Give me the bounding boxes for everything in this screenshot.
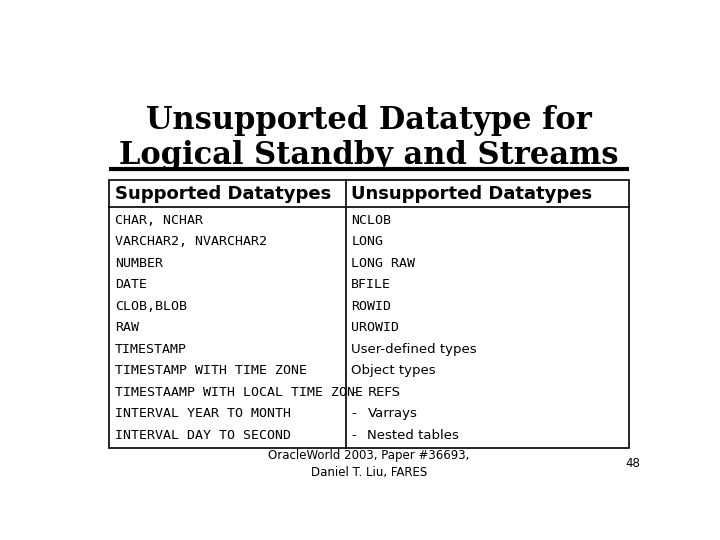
Text: ROWID: ROWID	[351, 300, 391, 313]
Text: TIMESTAMP WITH TIME ZONE: TIMESTAMP WITH TIME ZONE	[114, 364, 307, 377]
Text: Object types: Object types	[351, 364, 436, 377]
Text: INTERVAL YEAR TO MONTH: INTERVAL YEAR TO MONTH	[114, 407, 291, 420]
Text: DATE: DATE	[114, 278, 147, 291]
Text: Unsupported Datatype for
Logical Standby and Streams: Unsupported Datatype for Logical Standby…	[120, 105, 618, 171]
Text: TIMESTAMP: TIMESTAMP	[114, 343, 186, 356]
Text: Nested tables: Nested tables	[367, 429, 459, 442]
Text: LONG RAW: LONG RAW	[351, 257, 415, 270]
Text: LONG: LONG	[351, 235, 383, 248]
Text: VARCHAR2, NVARCHAR2: VARCHAR2, NVARCHAR2	[114, 235, 267, 248]
Text: OracleWorld 2003, Paper #36693,
Daniel T. Liu, FARES: OracleWorld 2003, Paper #36693, Daniel T…	[269, 449, 469, 478]
Text: User-defined types: User-defined types	[351, 343, 477, 356]
Bar	[109, 180, 629, 448]
Text: REFS: REFS	[367, 386, 400, 399]
Text: INTERVAL DAY TO SECOND: INTERVAL DAY TO SECOND	[114, 429, 291, 442]
Text: NCLOB: NCLOB	[351, 214, 391, 227]
Text: 48: 48	[626, 457, 640, 470]
Text: CHAR, NCHAR: CHAR, NCHAR	[114, 214, 203, 227]
Text: -: -	[351, 429, 356, 442]
Text: RAW: RAW	[114, 321, 139, 334]
Text: Unsupported Datatypes: Unsupported Datatypes	[351, 185, 593, 203]
Text: Varrays: Varrays	[367, 407, 418, 420]
Text: UROWID: UROWID	[351, 321, 399, 334]
Text: NUMBER: NUMBER	[114, 257, 163, 270]
Text: Supported Datatypes: Supported Datatypes	[114, 185, 331, 203]
Text: BFILE: BFILE	[351, 278, 391, 291]
Text: -: -	[351, 407, 356, 420]
Text: CLOB,BLOB: CLOB,BLOB	[114, 300, 186, 313]
Text: TIMESTAAMP WITH LOCAL TIME ZONE: TIMESTAAMP WITH LOCAL TIME ZONE	[114, 386, 363, 399]
Text: -: -	[351, 386, 356, 399]
